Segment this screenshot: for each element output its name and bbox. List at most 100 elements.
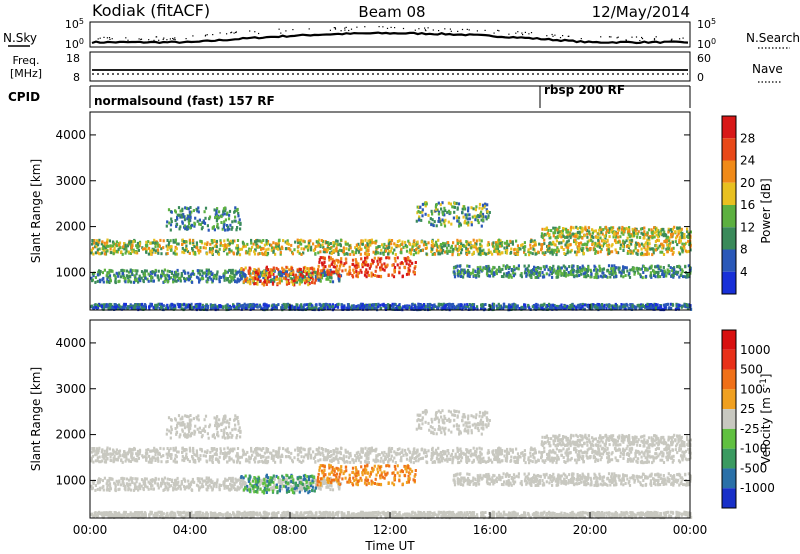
power-cell [390,304,393,308]
nsearch-point [148,39,150,41]
power-cell [229,279,232,283]
power-cell [236,277,239,281]
power-cell [439,220,442,224]
power-cell [360,241,363,245]
power-cell [545,304,548,307]
power-cell [246,242,249,246]
power-cell [579,306,582,310]
power-cell [323,260,326,264]
power-cell [466,247,469,251]
power-cell [292,307,295,311]
power-cell [552,240,555,244]
power-cell [263,243,266,247]
power-cell [454,247,457,251]
power-cell [362,260,365,264]
power-cell [678,226,681,230]
power-cell [645,252,648,256]
power-cell [185,244,188,248]
nsearch-point [235,31,237,34]
nsearch-point [166,39,168,41]
power-cell [430,209,433,213]
power-cell [147,240,150,244]
power-cell [240,274,243,278]
power-cell [646,231,649,235]
power-cell [517,267,520,271]
power-cell [535,271,538,275]
power-cell [242,271,245,275]
power-cell [453,275,457,279]
power-cell [634,228,637,232]
power-cell [403,305,406,309]
power-cell [138,244,141,248]
power-cell [272,269,275,272]
power-cell [413,249,416,252]
power-cell [160,306,163,310]
power-cell [515,239,518,243]
power-cell [131,244,134,248]
power-cell [467,206,470,210]
power-cell [457,270,461,274]
power-cell [154,245,157,249]
power-cell [646,250,649,254]
nave-tick-top: 60 [697,52,711,65]
power-cell [417,218,421,222]
velocity-heatmap-cells [90,409,693,520]
power-cell [584,271,587,275]
power-cell [601,238,605,242]
power-cell [240,277,243,281]
power-cell [155,307,158,310]
power-cell [663,269,666,273]
power-cell [481,307,484,311]
power-cell [502,264,505,268]
nsearch-point [394,27,396,29]
power-cell [114,274,117,278]
power-cell [352,268,355,272]
power-cell [308,267,311,271]
power-cell [223,220,226,224]
power-cell [436,245,440,249]
power-cell [157,251,160,255]
power-cell [495,243,498,247]
power-cell [651,247,655,251]
power-cell [440,207,443,211]
power-cell [586,232,589,236]
power-cell [103,252,107,256]
power-cell [228,248,231,251]
power-cell [385,306,388,310]
power-cell [241,271,244,274]
power-cell [481,303,484,306]
power-cell [506,305,509,309]
power-cell [142,280,145,284]
power-cell [211,226,214,230]
power-cell [344,268,347,272]
power-cell [627,249,630,253]
power-cell [261,270,265,274]
power-cell [250,276,253,280]
power-cell [302,251,305,255]
power-cell [299,307,302,311]
power-cell [90,251,93,255]
power-cell [166,252,169,255]
power-cell [512,274,515,278]
power-cell [643,230,646,234]
power-cell [456,219,459,223]
power-cell [603,240,606,243]
power-cell [527,250,530,254]
power-cell [409,243,412,247]
power-cell [117,243,121,247]
nsearch-point [280,32,282,34]
power-cell [379,251,382,255]
power-cell [371,307,374,311]
power-cell [172,273,175,277]
power-cell [653,274,656,277]
power-cell [408,250,411,254]
power-cell [339,264,342,268]
power-cell [235,209,238,213]
power-cell [550,248,554,252]
power-cell [114,280,117,284]
power-cell [177,272,180,276]
power-cell [111,269,114,273]
power-cell [115,271,118,275]
power-cell [167,306,170,310]
power-cell [321,243,324,247]
